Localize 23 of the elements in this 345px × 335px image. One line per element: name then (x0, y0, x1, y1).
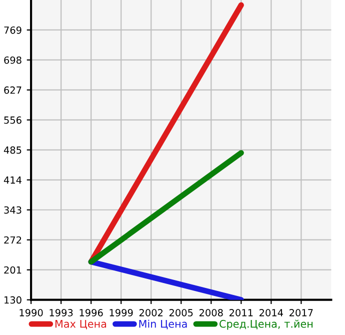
x-tick-label: 1996 (80, 309, 103, 316)
x-tick-label: 2011 (229, 309, 253, 316)
y-tick-label: 272 (4, 236, 22, 244)
x-tick-label: 2002 (139, 309, 163, 316)
x-tick-label: 2005 (169, 309, 193, 316)
y-tick-label: 698 (4, 56, 22, 64)
y-tick-label: 769 (4, 26, 22, 34)
x-tick-label: 2017 (290, 309, 313, 316)
y-tick-label: 485 (4, 146, 22, 154)
y-tick-label: 130 (4, 296, 22, 304)
y-tick-label: 556 (4, 116, 22, 124)
legend-label: Сред.Цена, т.йен (220, 320, 313, 330)
y-tick-label: 343 (4, 206, 22, 214)
y-tick-label: 201 (4, 266, 22, 274)
x-tick-label: 2008 (199, 309, 223, 316)
y-tick-label: 627 (4, 86, 22, 94)
y-tick-label: 414 (4, 176, 22, 184)
legend-label: Min Цена (139, 320, 187, 330)
x-tick-label: 2014 (260, 309, 283, 316)
x-tick-label: 1990 (20, 309, 43, 316)
legend-label: Max Цена (55, 320, 106, 330)
x-tick-label: 1993 (50, 309, 73, 316)
x-tick-label: 1999 (110, 309, 133, 316)
